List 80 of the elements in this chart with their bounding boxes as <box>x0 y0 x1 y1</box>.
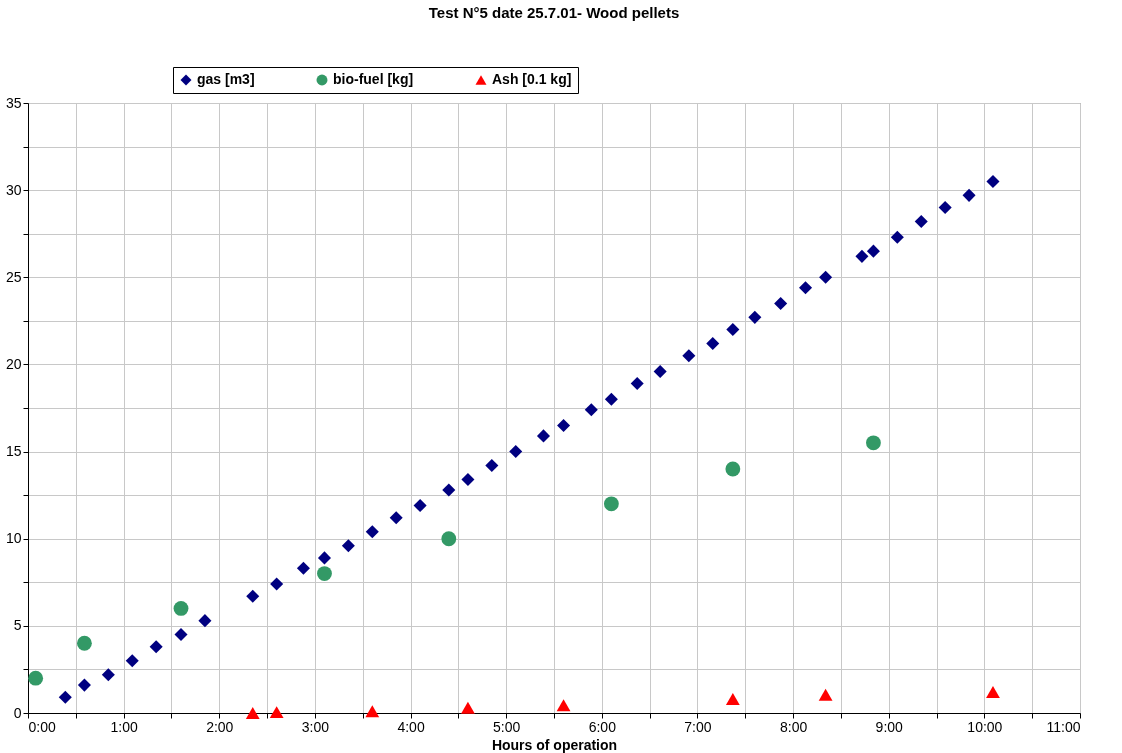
point <box>938 201 952 215</box>
point <box>603 496 619 512</box>
x-tick-label: 8:00 <box>779 718 808 735</box>
point <box>296 561 310 575</box>
x-tick-label: 11:00 <box>1046 718 1081 735</box>
point <box>819 270 833 284</box>
point <box>101 668 115 682</box>
point <box>774 296 788 310</box>
point <box>748 310 762 324</box>
point <box>890 230 904 244</box>
point <box>245 707 260 719</box>
point <box>630 377 644 391</box>
point <box>725 693 740 706</box>
legend-label: bio-fuel [kg] <box>333 71 414 87</box>
point <box>461 472 475 486</box>
point <box>317 551 331 565</box>
point <box>442 483 456 497</box>
x-axis-title: Hours of operation <box>491 736 618 753</box>
point <box>125 654 139 668</box>
point <box>485 459 499 473</box>
y-tick-label: 30 <box>5 181 22 198</box>
y-tick-label: 15 <box>5 443 22 460</box>
point <box>799 281 813 295</box>
point <box>584 403 598 417</box>
x-tick-label: 0:00 <box>28 718 56 735</box>
point <box>604 392 618 406</box>
point <box>246 589 260 603</box>
point <box>509 445 523 459</box>
point <box>269 706 284 719</box>
point <box>986 174 1000 188</box>
point <box>58 690 72 704</box>
point <box>365 705 380 718</box>
point <box>441 531 457 547</box>
x-tick-label: 1:00 <box>110 718 138 735</box>
x-tick-label: 3:00 <box>301 718 330 735</box>
point <box>270 577 284 591</box>
point <box>962 188 976 202</box>
y-tick-label: 0 <box>13 704 22 721</box>
point <box>866 244 880 258</box>
point <box>365 525 379 539</box>
point <box>556 699 571 712</box>
point <box>866 435 881 451</box>
point <box>725 461 741 477</box>
point <box>389 511 403 525</box>
y-tick-label: 25 <box>5 268 22 285</box>
point <box>413 499 427 513</box>
y-tick-label: 10 <box>5 530 22 547</box>
point <box>28 670 44 686</box>
point <box>557 418 571 432</box>
y-tick-label: 20 <box>5 355 22 372</box>
point <box>77 678 91 692</box>
point <box>914 215 928 229</box>
point <box>536 429 550 443</box>
point <box>706 337 720 351</box>
legend-label: Ash [0.1 kg] <box>492 71 572 87</box>
point <box>341 539 355 553</box>
point <box>317 566 332 581</box>
x-tick-label: 10:00 <box>967 718 1003 735</box>
x-tick-label: 5:00 <box>493 718 521 735</box>
point <box>986 686 1000 699</box>
point <box>149 640 163 654</box>
point <box>461 701 475 714</box>
x-tick-label: 4:00 <box>397 718 425 735</box>
x-tick-label: 7:00 <box>684 718 712 735</box>
x-tick-label: 2:00 <box>206 718 234 735</box>
point <box>198 614 212 628</box>
legend-label: gas [m3] <box>197 71 255 87</box>
y-tick-label: 35 <box>5 94 22 111</box>
point <box>726 323 740 337</box>
point <box>174 628 188 642</box>
point <box>855 249 869 263</box>
point <box>818 688 833 701</box>
point <box>173 601 189 616</box>
point <box>682 349 696 363</box>
point <box>77 635 92 651</box>
x-tick-label: 9:00 <box>875 718 904 735</box>
chart-title: Test N°5 date 25.7.01- Wood pellets <box>428 3 680 21</box>
x-tick-label: 6:00 <box>588 718 617 735</box>
y-tick-label: 5 <box>13 617 22 634</box>
point <box>653 364 667 378</box>
